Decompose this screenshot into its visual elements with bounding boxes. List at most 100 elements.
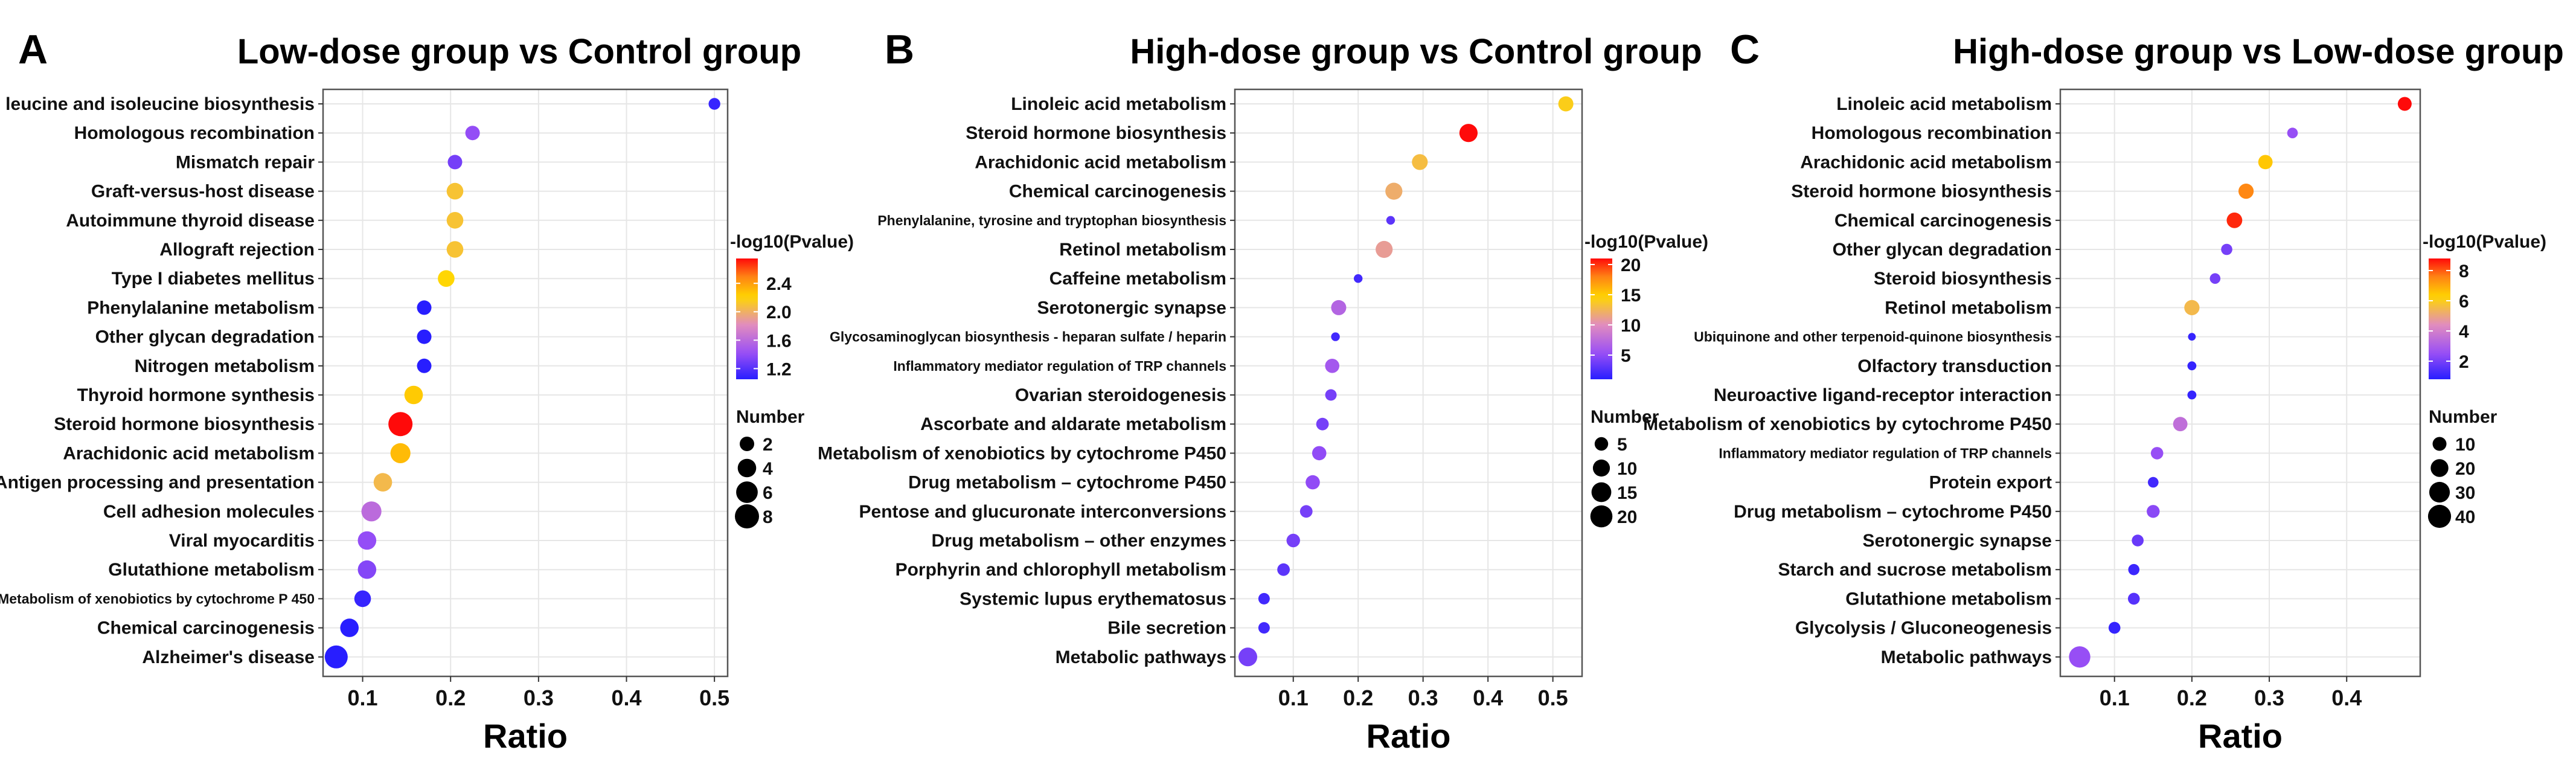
- size-legend-dot: [735, 504, 759, 528]
- x-axis-title: Ratio: [1366, 717, 1451, 755]
- data-point: [388, 412, 413, 437]
- x-tick-label: 0.4: [1473, 685, 1503, 710]
- size-legend-title: Number: [2429, 407, 2498, 427]
- size-legend-dot: [736, 481, 758, 503]
- size-legend-title: Number: [736, 407, 805, 427]
- size-legend-dot: [2432, 437, 2447, 451]
- data-point: [2128, 563, 2140, 576]
- size-legend-dot: [2427, 504, 2452, 528]
- data-point: [2173, 417, 2188, 432]
- data-point: [1385, 182, 1403, 200]
- y-tick-label: Linoleic acid metabolism: [1836, 94, 2052, 114]
- y-tick-label: Metabolic pathways: [1881, 647, 2052, 667]
- x-tick-label: 0.2: [2177, 685, 2207, 710]
- color-legend-bar: [1591, 258, 1612, 379]
- x-axis-title: Ratio: [2198, 717, 2283, 755]
- size-legend-dot: [2429, 481, 2450, 503]
- y-tick-label: Linoleic acid metabolism: [1011, 94, 1226, 114]
- y-tick-label: Drug metabolism – other enzymes: [932, 531, 1226, 551]
- size-legend-label: 6: [763, 483, 773, 503]
- data-point: [404, 385, 423, 405]
- size-legend-label: 20: [2455, 459, 2475, 479]
- x-tick-label: 0.1: [1278, 685, 1309, 710]
- y-tick-label: Ubiquinone and other terpenoid-quinone b…: [1694, 329, 2052, 345]
- y-tick-label: Pentose and glucuronate interconversions: [859, 502, 1226, 522]
- data-point: [446, 212, 464, 229]
- y-tick-label: Other glycan degradation: [95, 327, 315, 347]
- y-tick-label: Serotonergic synapse: [1037, 298, 1226, 318]
- x-axis-title: Ratio: [483, 717, 568, 755]
- size-legend-dot: [737, 458, 757, 478]
- color-legend-label: 15: [1621, 286, 1641, 306]
- data-point: [465, 126, 480, 141]
- y-tick-label: Drug metabolism – cytochrome P450: [1734, 502, 2052, 522]
- y-tick-label: Viral myocarditis: [169, 531, 315, 551]
- data-point: [1325, 359, 1340, 373]
- y-tick-label: Porphyrin and chlorophyll metabolism: [896, 560, 1226, 580]
- size-legend-label: 40: [2455, 507, 2475, 527]
- data-point: [438, 270, 455, 287]
- y-tick-label: Metabolism of xenobiotics by cytochrome …: [0, 591, 315, 606]
- data-point: [2258, 155, 2273, 170]
- size-legend-label: 15: [1617, 483, 1637, 503]
- y-tick-label: Graft-versus-host disease: [91, 182, 315, 202]
- data-point: [2238, 184, 2254, 199]
- data-point: [417, 329, 432, 344]
- y-tick-label: Metabolism of xenobiotics by cytochrome …: [818, 443, 1226, 463]
- y-tick-label: Systemic lupus erythematosus: [960, 589, 1226, 609]
- x-tick-label: 0.2: [435, 685, 466, 710]
- data-point: [1331, 300, 1347, 315]
- data-point: [2221, 243, 2232, 255]
- y-tick-label: Homologous recombination: [74, 123, 315, 143]
- data-point: [1316, 417, 1329, 431]
- data-point: [2226, 212, 2243, 228]
- x-tick-label: 0.3: [2254, 685, 2284, 710]
- plot-frame: [2059, 88, 2421, 678]
- y-tick-label: Phenylalanine metabolism: [87, 298, 315, 318]
- data-point: [1325, 389, 1337, 401]
- data-point: [2209, 273, 2221, 284]
- size-legend-label: 4: [763, 459, 773, 479]
- data-point: [2127, 592, 2140, 605]
- color-legend-label: 1.2: [766, 359, 792, 379]
- data-point: [2187, 361, 2197, 371]
- data-point: [354, 590, 371, 608]
- y-tick-label: Other glycan degradation: [1833, 240, 2052, 260]
- x-tick-label: 0.3: [1408, 685, 1438, 710]
- y-tick-label: Serotonergic synapse: [1863, 531, 2052, 551]
- size-legend-dot: [1590, 505, 1613, 528]
- y-tick-label: Autoimmune thyroid disease: [66, 211, 315, 231]
- y-tick-label: Protein export: [1929, 473, 2052, 493]
- data-point: [708, 98, 720, 110]
- color-legend-bar: [2429, 258, 2450, 379]
- data-point: [2287, 127, 2298, 138]
- y-tick-label: Cell adhesion molecules: [103, 502, 315, 522]
- size-legend-title: Number: [1591, 407, 1659, 427]
- y-tick-label: Glutathione metabolism: [108, 560, 315, 580]
- y-tick-label: Type I diabetes mellitus: [112, 269, 315, 289]
- y-tick-label: Arachidonic acid metabolism: [975, 152, 1226, 172]
- data-point: [324, 645, 348, 669]
- y-tick-label: Arachidonic acid metabolism: [1800, 152, 2052, 172]
- size-legend-label: 5: [1617, 435, 1627, 455]
- data-point: [357, 560, 377, 579]
- panel-c: C High-dose group vs Low-dose group Linole…: [1643, 27, 2564, 755]
- plot-frame: [322, 88, 729, 678]
- y-tick-label: Neuroactive ligand-receptor interaction: [1714, 385, 2052, 405]
- data-point: [1258, 622, 1270, 634]
- size-legend-dot: [1594, 437, 1609, 451]
- x-tick-label: 0.5: [1538, 685, 1568, 710]
- data-point: [2150, 447, 2164, 460]
- y-tick-label: Arachidonic acid metabolism: [63, 443, 315, 463]
- color-legend-title: -log10(Pvalue): [1584, 232, 1708, 252]
- panel-letter: B: [885, 27, 914, 72]
- y-tick-label: Alzheimer's disease: [142, 647, 315, 667]
- color-legend-label: 20: [1621, 255, 1641, 275]
- x-tick-label: 0.2: [1343, 685, 1373, 710]
- y-tick-label: Retinol metabolism: [1885, 298, 2052, 318]
- panel-b: B High-dose group vs Control group Linolei…: [818, 27, 1708, 755]
- y-tick-label: Glutathione metabolism: [1845, 589, 2052, 609]
- y-tick-label: Allograft rejection: [159, 240, 315, 260]
- y-tick-label: Bile secretion: [1107, 618, 1226, 638]
